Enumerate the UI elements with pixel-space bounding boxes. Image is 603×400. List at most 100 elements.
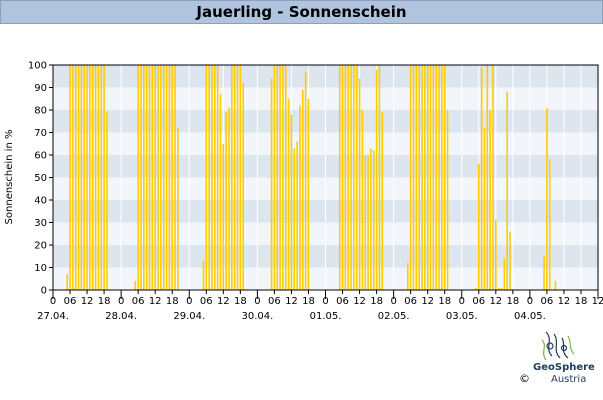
- y-tick-label: 10: [34, 263, 47, 274]
- sunshine-bar: [177, 128, 179, 290]
- sunshine-bar: [94, 65, 97, 290]
- sunshine-bar: [375, 69, 378, 290]
- sunshine-bar: [69, 65, 71, 290]
- sunshine-bar: [228, 107, 230, 290]
- y-axis: 0 10 20 30 40 50 60 70 80 90 100: [28, 61, 53, 297]
- y-tick-label: 60: [34, 151, 47, 162]
- sunshine-bar: [503, 258, 506, 290]
- sunshine-bar: [446, 110, 449, 290]
- y-tick-label: 0: [41, 286, 47, 297]
- sunshine-bar: [296, 141, 298, 290]
- sunshine-bar: [415, 65, 418, 290]
- x-tick-label: 18: [302, 296, 315, 307]
- x-tick-label: 18: [506, 296, 519, 307]
- x-tick-label: 0: [390, 296, 396, 307]
- sunshine-bar: [341, 65, 344, 290]
- sunshine-bar: [438, 65, 440, 290]
- sunshine-bar: [301, 89, 304, 290]
- sunshine-bar: [477, 164, 480, 290]
- sunshine-bar: [546, 107, 548, 290]
- x-tick-label: 12: [558, 296, 571, 307]
- logo-sub: Austria: [551, 374, 587, 385]
- x-tick-label: 0: [50, 296, 56, 307]
- sunshine-bar: [497, 287, 500, 290]
- sunshine-bar: [140, 65, 142, 290]
- sunshine-bar: [284, 65, 287, 290]
- x-tick-label: 12: [285, 296, 298, 307]
- day-label: 28.04.: [105, 311, 137, 322]
- sunshine-bar: [287, 98, 290, 290]
- sunshine-bar: [242, 83, 244, 290]
- y-tick-label: 100: [28, 61, 47, 72]
- title-bar: Jauerling - Sonnenschein: [0, 0, 603, 24]
- y-tick-label: 70: [34, 128, 47, 139]
- sunshine-bar: [233, 65, 236, 290]
- y-tick-label: 90: [34, 83, 47, 94]
- sunshine-bar: [381, 112, 384, 290]
- sunshine-bar: [89, 65, 91, 290]
- x-tick-label: 18: [575, 296, 588, 307]
- sunshine-bar: [293, 148, 296, 290]
- x-tick-label: 06: [64, 296, 77, 307]
- sunshine-bar: [222, 143, 225, 290]
- sunshine-bar: [506, 92, 508, 290]
- x-tick-label: 12: [81, 296, 94, 307]
- sunshine-bar: [350, 65, 352, 290]
- sunshine-bar: [216, 65, 219, 290]
- x-tick-label: 18: [370, 296, 383, 307]
- sunshine-bar: [276, 65, 279, 290]
- sunshine-bar: [492, 65, 494, 290]
- sunshine-bar: [435, 65, 437, 290]
- x-tick-label: 06: [200, 296, 213, 307]
- x-tick-label: 06: [541, 296, 554, 307]
- sunshine-bar: [409, 65, 412, 290]
- sunshine-bar: [157, 65, 159, 290]
- sunshine-bar: [483, 128, 486, 290]
- x-tick-label: 06: [472, 296, 485, 307]
- sunshine-bar: [353, 65, 355, 290]
- x-tick-label: 06: [404, 296, 417, 307]
- sunshine-bar: [165, 65, 168, 290]
- x-tick-label: 12: [489, 296, 502, 307]
- sunshine-bar: [205, 65, 208, 290]
- copyright-symbol: ©: [519, 372, 530, 385]
- sunshine-bar: [304, 71, 307, 290]
- sunshine-bar: [509, 231, 511, 290]
- sunshine-bar: [282, 65, 284, 290]
- sunshine-bar: [100, 65, 103, 290]
- sunshine-bar: [370, 148, 372, 290]
- sunshine-bar: [407, 263, 409, 290]
- x-tick-label: 0: [459, 296, 465, 307]
- sunshine-bar: [347, 65, 350, 290]
- sunshine-bar: [441, 65, 443, 290]
- sunshine-bar: [475, 287, 477, 290]
- sunshine-bar: [418, 65, 420, 290]
- sunshine-bar: [86, 65, 88, 290]
- sunshine-bar: [367, 155, 369, 290]
- x-axis: 0 06 12 18 0 06 12 18 0 06 12 18 0 06 12 18 0 06 12 18 0 06 12…: [37, 290, 603, 322]
- sunshine-bar: [307, 98, 310, 290]
- sunshine-bar: [231, 65, 233, 290]
- x-tick-label: 18: [98, 296, 111, 307]
- sunshine-bar: [168, 65, 171, 290]
- sunshine-bar: [208, 65, 210, 290]
- sunshine-bar: [134, 281, 137, 290]
- sunshine-bar: [236, 65, 239, 290]
- day-label: 03.05.: [446, 311, 478, 322]
- sunshine-bar: [154, 65, 156, 290]
- bars: [66, 65, 557, 290]
- sunshine-bar: [443, 65, 446, 290]
- sunshine-bar: [174, 65, 176, 290]
- sunshine-bar: [480, 67, 483, 290]
- x-tick-label: 12: [353, 296, 366, 307]
- sunshine-bar: [225, 112, 227, 290]
- sunshine-bar: [299, 105, 301, 290]
- sunshine-bar: [432, 65, 435, 290]
- y-tick-label: 80: [34, 106, 47, 117]
- day-label: 01.05.: [310, 311, 342, 322]
- x-tick-label: 0: [254, 296, 260, 307]
- sunshine-bar: [489, 110, 491, 290]
- y-axis-label: Sonnenschein in %: [4, 130, 15, 225]
- sunshine-bar: [554, 281, 557, 290]
- x-tick-label: 12: [217, 296, 230, 307]
